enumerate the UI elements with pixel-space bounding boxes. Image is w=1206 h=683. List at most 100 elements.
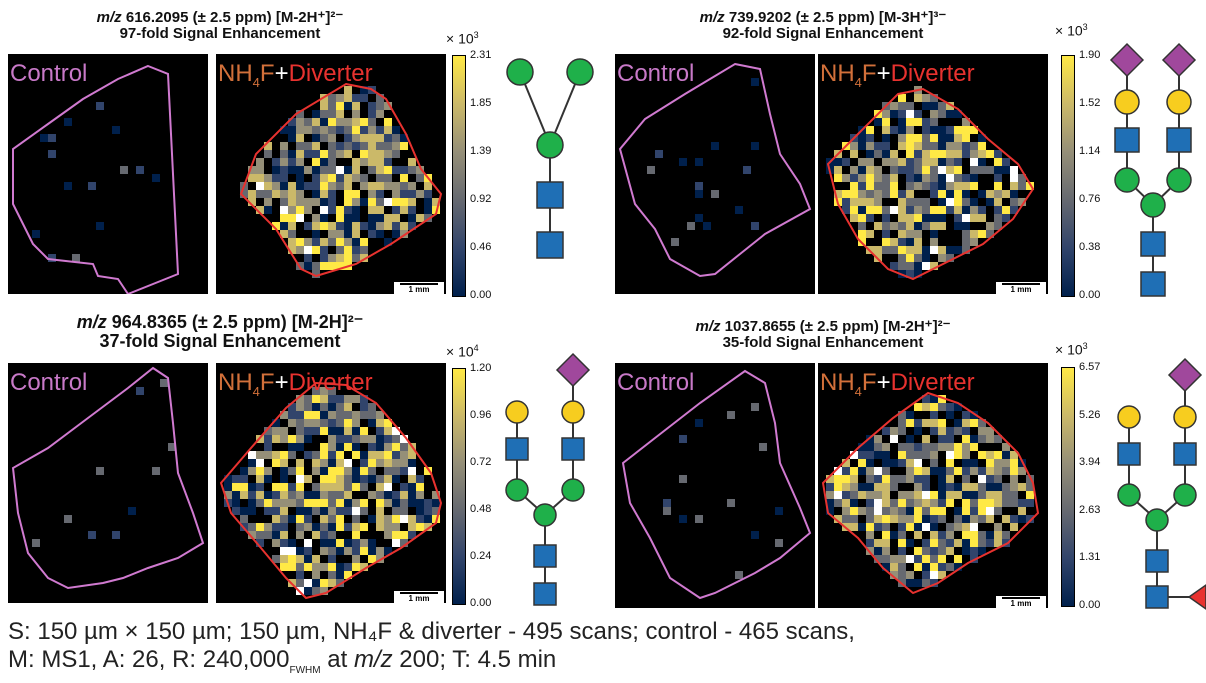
intensity-pixel (344, 427, 352, 435)
intensity-pixel (858, 467, 866, 475)
intensity-pixel (970, 443, 978, 451)
intensity-pixel (384, 118, 392, 126)
intensity-pixel (256, 459, 264, 467)
intensity-pixel (408, 451, 416, 459)
intensity-pixel (898, 459, 906, 467)
intensity-pixel (898, 555, 906, 563)
intensity-pixel (88, 182, 96, 190)
intensity-pixel (906, 118, 914, 126)
intensity-pixel (272, 531, 280, 539)
intensity-pixel (898, 451, 906, 459)
intensity-pixel (312, 531, 320, 539)
intensity-pixel (890, 166, 898, 174)
intensity-pixel (264, 467, 272, 475)
intensity-pixel (376, 230, 384, 238)
intensity-pixel (368, 539, 376, 547)
intensity-pixel (882, 451, 890, 459)
intensity-pixel (264, 443, 272, 451)
tick: 5.26 (1079, 408, 1101, 421)
intensity-pixel (775, 507, 783, 515)
intensity-pixel (240, 491, 248, 499)
intensity-pixel (352, 411, 360, 419)
intensity-pixel (344, 395, 352, 403)
glcnac-icon (533, 544, 557, 568)
intensity-pixel (970, 158, 978, 166)
control-outline (618, 62, 812, 278)
glycan-structure (1117, 357, 1206, 610)
intensity-pixel (922, 198, 930, 206)
intensity-pixel (858, 443, 866, 451)
tick: 1.90 (1079, 49, 1101, 61)
intensity-pixel (898, 190, 906, 198)
intensity-pixel (272, 515, 280, 523)
intensity-pixel (930, 150, 938, 158)
intensity-pixel (280, 150, 288, 158)
intensity-pixel (296, 238, 304, 246)
intensity-pixel (256, 523, 264, 531)
intensity-pixel (938, 507, 946, 515)
intensity-pixel (914, 403, 922, 411)
intensity-pixel (826, 475, 834, 483)
intensity-pixel (336, 507, 344, 515)
intensity-pixel (922, 403, 930, 411)
intensity-pixel (874, 190, 882, 198)
intensity-pixel (962, 539, 970, 547)
intensity-pixel (898, 238, 906, 246)
intensity-pixel (906, 579, 914, 587)
intensity-pixel (328, 198, 336, 206)
intensity-pixel (96, 102, 104, 110)
intensity-pixel (866, 134, 874, 142)
intensity-pixel (994, 182, 1002, 190)
intensity-pixel (882, 427, 890, 435)
intensity-pixel (384, 515, 392, 523)
intensity-pixel (906, 435, 914, 443)
intensity-pixel (328, 443, 336, 451)
intensity-pixel (866, 190, 874, 198)
intensity-pixel (954, 491, 962, 499)
intensity-pixel (938, 515, 946, 523)
intensity-pixel (408, 190, 416, 198)
intensity-pixel (296, 435, 304, 443)
intensity-pixel (866, 459, 874, 467)
intensity-pixel (727, 499, 735, 507)
intensity-pixel (296, 150, 304, 158)
intensity-pixel (424, 507, 432, 515)
intensity-pixel (352, 395, 360, 403)
intensity-pixel (336, 411, 344, 419)
intensity-pixel (954, 427, 962, 435)
mannose-icon (505, 478, 529, 502)
intensity-pixel (882, 515, 890, 523)
intensity-pixel (930, 102, 938, 110)
intensity-pixel (834, 483, 842, 491)
intensity-pixel (906, 523, 914, 531)
intensity-pixel (376, 427, 384, 435)
footer-line2-c: 200; T: 4.5 min (392, 646, 557, 673)
intensity-pixel (938, 555, 946, 563)
intensity-pixel (400, 499, 408, 507)
intensity-pixel (264, 451, 272, 459)
treat-label-nh: NH (820, 60, 855, 87)
intensity-pixel (344, 419, 352, 427)
intensity-pixel (304, 539, 312, 547)
intensity-pixel (850, 198, 858, 206)
intensity-pixel (914, 230, 922, 238)
intensity-pixel (304, 238, 312, 246)
intensity-pixel (384, 491, 392, 499)
intensity-pixel (994, 491, 1002, 499)
intensity-pixel (994, 190, 1002, 198)
intensity-pixel (296, 198, 304, 206)
intensity-pixel (296, 491, 304, 499)
intensity-pixel (168, 443, 176, 451)
intensity-pixel (352, 515, 360, 523)
intensity-pixel (312, 222, 320, 230)
intensity-pixel (296, 166, 304, 174)
intensity-pixel (304, 547, 312, 555)
intensity-pixel (320, 262, 328, 270)
intensity-pixel (408, 182, 416, 190)
intensity-pixel (962, 467, 970, 475)
intensity-pixel (922, 491, 930, 499)
intensity-pixel (392, 222, 400, 230)
intensity-pixel (882, 190, 890, 198)
intensity-pixel (336, 467, 344, 475)
intensity-pixel (264, 142, 272, 150)
